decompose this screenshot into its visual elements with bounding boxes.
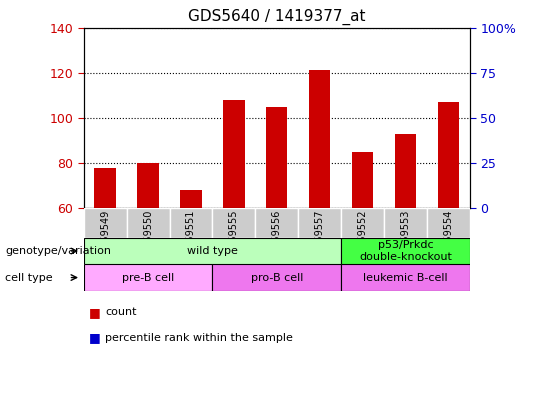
Bar [84,208,126,238]
Text: wild type: wild type [187,246,238,256]
Text: percentile rank within the sample: percentile rank within the sample [105,333,293,343]
Bar [212,208,255,238]
Bar [180,190,201,208]
Point [230,0,238,2]
Point [273,0,281,2]
Text: GSM1359550: GSM1359550 [143,210,153,275]
Bar [255,208,298,238]
Bar [84,238,341,264]
Bar [126,208,170,238]
Bar [212,264,341,291]
Point [101,4,110,11]
Bar [384,208,427,238]
Bar [437,102,459,208]
Text: pro-B cell: pro-B cell [251,273,303,283]
Bar [309,70,330,208]
Text: leukemic B-cell: leukemic B-cell [363,273,448,283]
Bar [395,134,416,208]
Bar [266,107,287,208]
Bar [170,208,212,238]
Point [444,0,453,2]
Point [401,0,410,2]
Text: GSM1359552: GSM1359552 [357,210,368,275]
Bar [298,208,341,238]
Text: GSM1359555: GSM1359555 [229,210,239,275]
Bar [84,264,212,291]
Text: cell type: cell type [5,273,53,283]
Text: p53/Prkdc
double-knockout: p53/Prkdc double-knockout [359,240,452,262]
Text: count: count [105,307,137,318]
Text: ■: ■ [89,306,101,319]
Bar [137,163,159,208]
Text: genotype/variation: genotype/variation [5,246,111,256]
Bar [341,264,470,291]
Bar [341,208,384,238]
Bar [427,208,470,238]
Title: GDS5640 / 1419377_at: GDS5640 / 1419377_at [188,9,366,25]
Text: GSM1359556: GSM1359556 [272,210,282,275]
Bar [94,167,116,208]
Bar [341,238,470,264]
Point [144,4,152,11]
Bar [223,100,245,208]
Text: ■: ■ [89,331,101,345]
Bar [352,152,373,208]
Text: GSM1359549: GSM1359549 [100,210,110,275]
Text: GSM1359557: GSM1359557 [315,210,325,275]
Text: pre-B cell: pre-B cell [122,273,174,283]
Point [358,3,367,9]
Text: GSM1359551: GSM1359551 [186,210,196,275]
Text: GSM1359553: GSM1359553 [401,210,410,275]
Text: GSM1359554: GSM1359554 [443,210,454,275]
Point [187,10,195,16]
